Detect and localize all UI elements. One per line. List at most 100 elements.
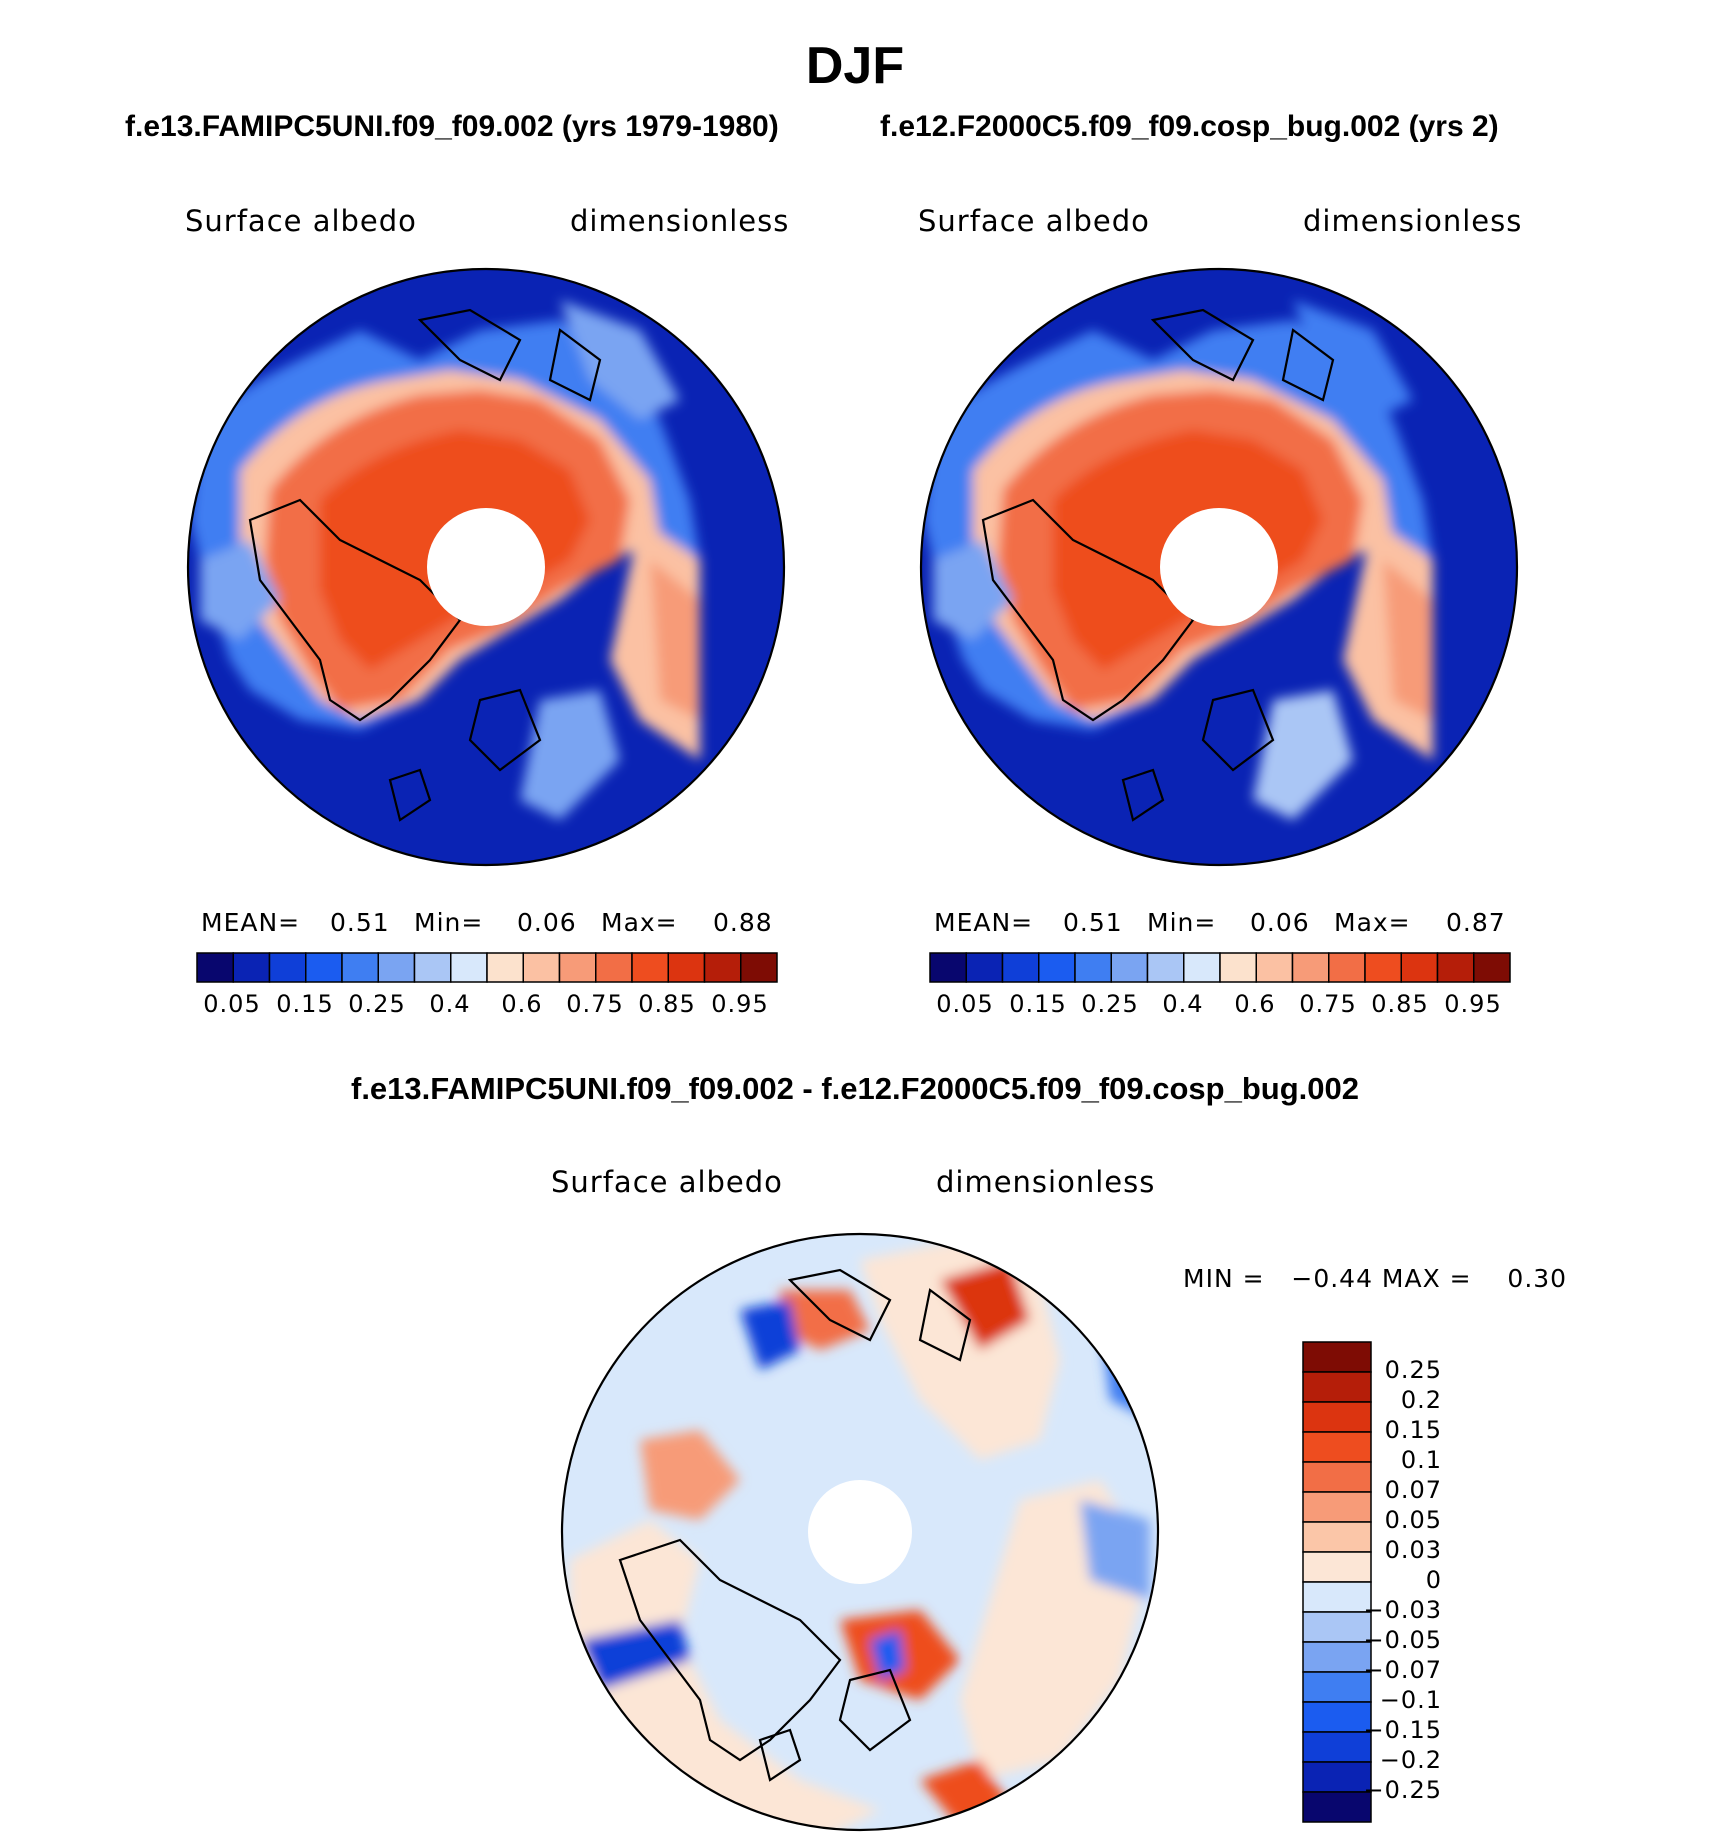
left-min-label: Min= (414, 908, 484, 937)
right-colorbar-tick: 0.85 (1371, 990, 1429, 1018)
colorbar-swatch (1302, 1521, 1372, 1553)
colorbar-swatch (965, 952, 1004, 983)
left-colorbar-tick: 0.25 (348, 990, 406, 1018)
colorbar-swatch (1302, 1701, 1372, 1733)
colorbar-swatch (305, 952, 343, 983)
colorbar-swatch (1302, 1431, 1372, 1463)
colorbar-swatch (631, 952, 669, 983)
diff-units-label: dimensionless (936, 1165, 1156, 1199)
right-max-value: 0.87 (1446, 908, 1506, 937)
difference-title: f.e13.FAMIPC5UNI.f09_f09.002 - f.e12.F20… (351, 1071, 1359, 1106)
diff-colorbar-tick: 0.15 (1384, 1416, 1442, 1444)
colorbar-swatch (1364, 952, 1402, 983)
right-mean-value: 0.51 (1063, 908, 1123, 937)
colorbar-swatch (522, 952, 561, 983)
colorbar-swatch (929, 952, 967, 983)
colorbar-swatch (1302, 1371, 1372, 1403)
right-mean-label: MEAN= (934, 908, 1034, 937)
right-colorbar-tick: 0.95 (1444, 990, 1502, 1018)
diff-colorbar-tick: −0.07 (1363, 1656, 1442, 1684)
colorbar-swatch (1255, 952, 1294, 983)
left-mean-label: MEAN= (201, 908, 301, 937)
right-variable-label: Surface albedo (918, 204, 1150, 238)
colorbar-swatch (1302, 1671, 1372, 1703)
right-colorbar-tick: 0.25 (1081, 990, 1139, 1018)
difference-colorbar (1302, 1341, 1372, 1823)
colorbar-swatch (1302, 1731, 1372, 1763)
colorbar-swatch (268, 952, 307, 983)
right-colorbar-tick: 0.4 (1162, 990, 1204, 1018)
diff-colorbar-tick: −0.2 (1379, 1746, 1442, 1774)
left-variable-label: Surface albedo (185, 204, 417, 238)
right-polar-map (919, 267, 1519, 867)
left-colorbar-tick: 0.85 (638, 990, 696, 1018)
left-units-label: dimensionless (570, 204, 790, 238)
colorbar-swatch (1328, 952, 1366, 983)
colorbar-swatch (740, 952, 778, 983)
colorbar-swatch (1473, 952, 1511, 983)
diff-colorbar-tick: 0.2 (1400, 1386, 1442, 1414)
colorbar-swatch (1183, 952, 1221, 983)
colorbar-swatch (377, 952, 416, 983)
colorbar-swatch (413, 952, 452, 983)
left-colorbar-tick: 0.75 (566, 990, 624, 1018)
diff-colorbar-tick: −0.05 (1363, 1626, 1442, 1654)
diff-minmax: MIN = −0.44 MAX = 0.30 (1183, 1264, 1568, 1293)
left-max-value: 0.88 (713, 908, 773, 937)
colorbar-swatch (1038, 952, 1076, 983)
left-colorbar-tick: 0.4 (429, 990, 471, 1018)
diff-colorbar-tick: −0.15 (1363, 1716, 1442, 1744)
colorbar-swatch (1074, 952, 1112, 983)
diff-colorbar-tick: 0.03 (1384, 1536, 1442, 1564)
colorbar-swatch (1302, 1341, 1372, 1373)
colorbar-swatch (558, 952, 597, 983)
diff-colorbar-tick: 0.1 (1400, 1446, 1442, 1474)
colorbar-swatch (1291, 952, 1330, 983)
right-colorbar-tick: 0.6 (1234, 990, 1276, 1018)
diff-colorbar-tick: 0 (1425, 1566, 1442, 1594)
left-colorbar-tick: 0.95 (711, 990, 769, 1018)
difference-polar-map (560, 1232, 1160, 1832)
diff-colorbar-tick: 0.05 (1384, 1506, 1442, 1534)
colorbar-swatch (232, 952, 271, 983)
colorbar-swatch (667, 952, 706, 983)
diff-colorbar-tick: −0.1 (1379, 1686, 1442, 1714)
colorbar-swatch (196, 952, 234, 983)
diff-variable-label: Surface albedo (551, 1165, 783, 1199)
left-colorbar (196, 952, 778, 983)
left-max-label: Max= (601, 908, 678, 937)
colorbar-swatch (1302, 1401, 1372, 1433)
colorbar-swatch (1302, 1641, 1372, 1673)
left-mean-value: 0.51 (330, 908, 390, 937)
page-title: DJF (805, 37, 905, 95)
right-max-label: Max= (1334, 908, 1411, 937)
left-polar-map (186, 267, 786, 867)
colorbar-swatch (1001, 952, 1040, 983)
subtitle-right: f.e12.F2000C5.f09_f09.cosp_bug.002 (yrs … (880, 110, 1499, 143)
colorbar-swatch (341, 952, 379, 983)
right-colorbar (929, 952, 1511, 983)
right-colorbar-tick: 0.05 (936, 990, 994, 1018)
colorbar-swatch (1436, 952, 1475, 983)
diff-colorbar-tick: −0.03 (1363, 1596, 1442, 1624)
colorbar-swatch (450, 952, 488, 983)
colorbar-swatch (1302, 1551, 1372, 1583)
right-colorbar-tick: 0.15 (1009, 990, 1067, 1018)
colorbar-swatch (1302, 1491, 1372, 1523)
colorbar-swatch (595, 952, 633, 983)
colorbar-swatch (1400, 952, 1439, 983)
colorbar-swatch (1302, 1461, 1372, 1493)
left-colorbar-tick: 0.15 (276, 990, 334, 1018)
subtitle-left: f.e13.FAMIPC5UNI.f09_f09.002 (yrs 1979-1… (125, 110, 779, 143)
right-units-label: dimensionless (1303, 204, 1523, 238)
left-colorbar-tick: 0.05 (203, 990, 261, 1018)
colorbar-swatch (1219, 952, 1257, 983)
colorbar-swatch (1302, 1791, 1372, 1823)
diff-colorbar-tick: 0.07 (1384, 1476, 1442, 1504)
diff-colorbar-tick: 0.25 (1384, 1356, 1442, 1384)
right-min-label: Min= (1147, 908, 1217, 937)
right-colorbar-tick: 0.75 (1299, 990, 1357, 1018)
left-min-value: 0.06 (517, 908, 577, 937)
colorbar-swatch (486, 952, 524, 983)
